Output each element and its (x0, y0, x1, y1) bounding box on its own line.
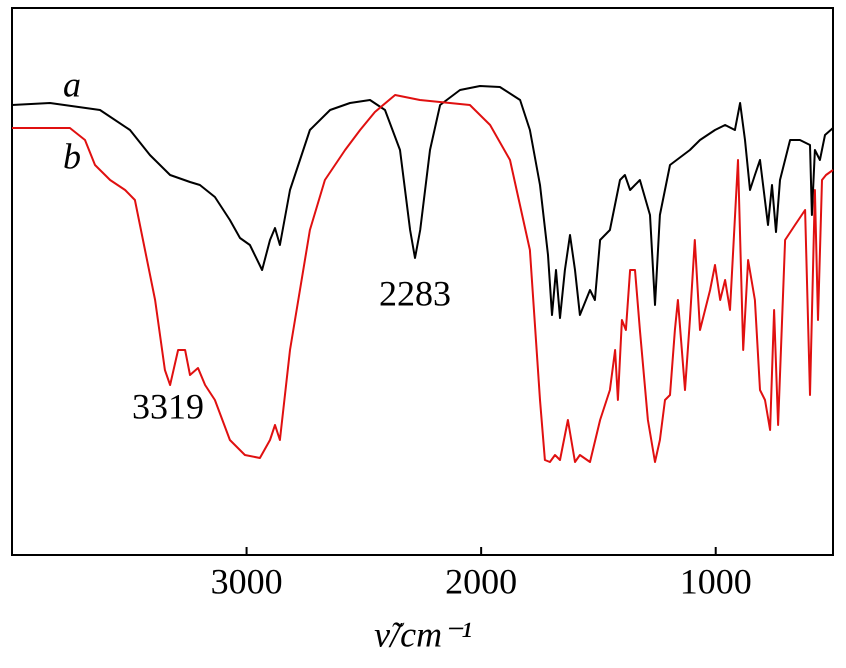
x-tick-label: 2000 (445, 561, 517, 601)
x-tick-label: 1000 (680, 561, 752, 601)
spectrum-line (11, 85, 834, 319)
series-label: b (63, 136, 81, 176)
x-tick-label: 3000 (211, 561, 283, 601)
series-label: a (63, 64, 81, 104)
plot-frame (11, 7, 834, 556)
spectrum-line (12, 94, 834, 463)
annotation: 3319 (132, 386, 204, 426)
x-axis-label: ν̃/cm⁻¹ (374, 614, 472, 654)
annotation: 2283 (379, 273, 451, 313)
